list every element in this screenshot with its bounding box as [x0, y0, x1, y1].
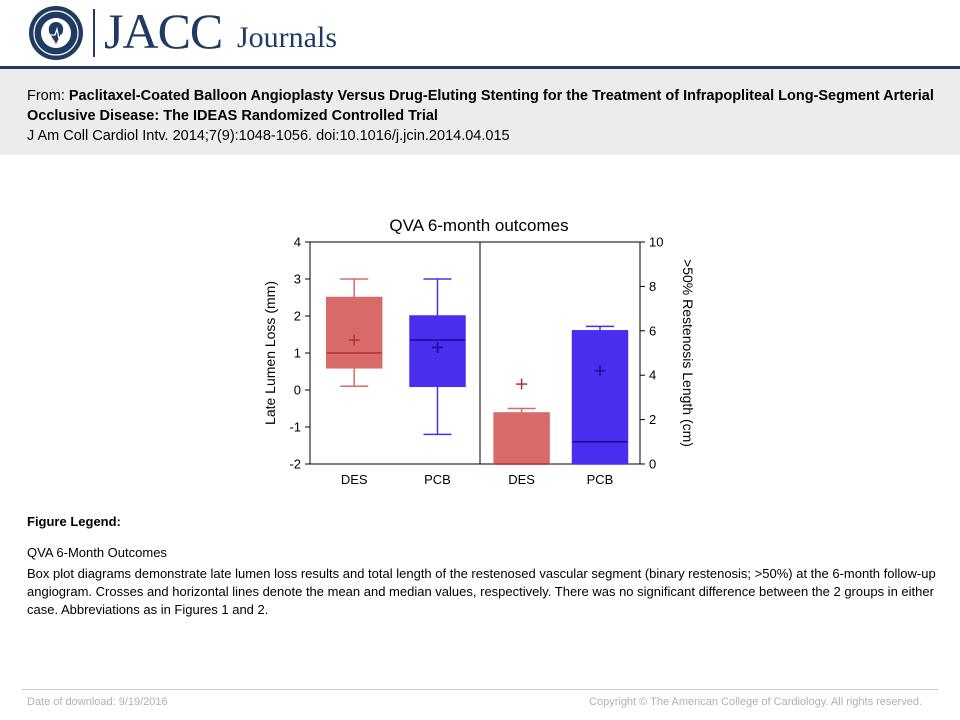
x-category-label: DES: [508, 472, 535, 487]
y-axis-label-right: >50% Restenosis Length (cm): [680, 259, 696, 447]
footer-rule: [22, 689, 938, 690]
x-category-label: PCB: [424, 472, 451, 487]
y-axis-label-left: Late Lumen Loss (mm): [262, 281, 278, 425]
x-category-label: DES: [341, 472, 368, 487]
article-reference: J Am Coll Cardiol Intv. 2014;7(9):1048-1…: [27, 128, 510, 144]
y-tick-label-left: 4: [294, 235, 301, 250]
citation-panel: From: Paclitaxel-Coated Balloon Angiopla…: [0, 69, 960, 155]
logo-jacc: JACC: [104, 3, 223, 59]
copyright-notice: Copyright © The American College of Card…: [589, 696, 922, 708]
y-tick-label-right: 8: [649, 279, 656, 294]
citation-text: From: Paclitaxel-Coated Balloon Angiopla…: [27, 86, 942, 146]
y-tick-label-right: 6: [649, 323, 656, 338]
y-tick-label-left: 2: [294, 309, 301, 324]
y-tick-label-left: 1: [294, 346, 301, 361]
download-date: Date of download: 9/19/2016: [27, 696, 168, 708]
y-tick-label-right: 2: [649, 412, 656, 427]
from-label: From:: [27, 88, 65, 104]
box-des: [493, 412, 550, 465]
article-title[interactable]: Paclitaxel-Coated Balloon Angioplasty Ve…: [27, 88, 934, 124]
box-plot-chart: QVA 6-month outcomes -2 -1 0 1 2 3 4 Late Lumen…: [262, 216, 696, 487]
box-des: [325, 296, 383, 369]
logo-divider: [93, 9, 95, 57]
acc-seal-icon: [29, 6, 83, 60]
figure-legend-body: Box plot diagrams demonstrate late lumen…: [27, 566, 936, 617]
logo-journals: Journals: [237, 21, 337, 54]
figure-legend-heading: Figure Legend:: [27, 514, 121, 529]
y-tick-label-left: -1: [289, 420, 301, 435]
y-tick-label-right: 4: [649, 368, 656, 383]
figure-legend-title: QVA 6-Month Outcomes: [27, 545, 167, 560]
x-category-label: PCB: [587, 472, 614, 487]
y-tick-label-left: 0: [294, 383, 301, 398]
y-tick-label-left: 3: [294, 272, 301, 287]
box-pcb: [571, 330, 629, 465]
chart-title: QVA 6-month outcomes: [389, 216, 568, 235]
journal-header: JACC Journals: [0, 0, 960, 66]
y-tick-label-right: 10: [649, 235, 663, 250]
y-tick-label-left: -2: [289, 457, 301, 472]
y-tick-label-right: 0: [649, 457, 656, 472]
header-rule: [0, 66, 960, 69]
